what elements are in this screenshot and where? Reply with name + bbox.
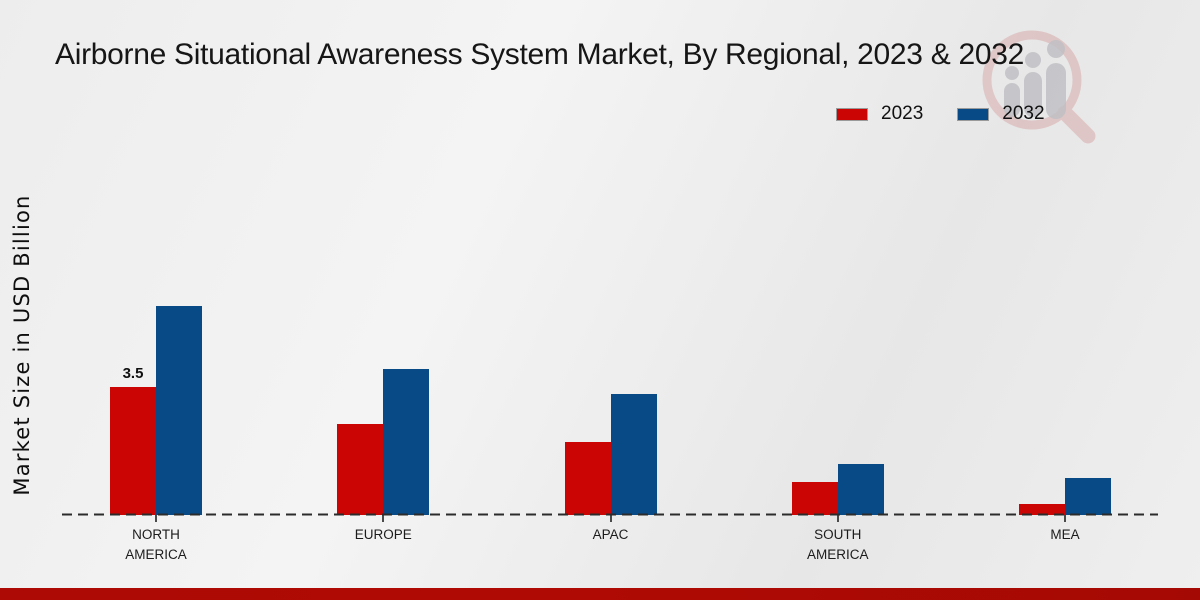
bar-2032-mea [1065, 478, 1111, 515]
category-label-north-america: NORTH AMERICA [125, 527, 187, 562]
category-label-europe: EUROPE [354, 527, 412, 542]
x-axis-tick [1064, 515, 1066, 522]
bar-2032-north-america [156, 306, 202, 515]
legend-swatch-2023 [836, 107, 868, 121]
bar-2023-apac [564, 441, 611, 515]
mrfr-magnifier-logo-watermark [982, 30, 1096, 144]
x-axis-tick [155, 515, 157, 522]
x-axis-baseline [62, 513, 1158, 516]
bar-2023-mea [1019, 504, 1065, 515]
legend-item-2032: 2032 [957, 103, 1045, 125]
y-axis-label: Market Size in USD Billion [10, 194, 34, 496]
bar-2023-north-america [110, 386, 156, 515]
bar-2032-apac [610, 394, 657, 515]
bar-2032-europe [383, 368, 430, 515]
chart-title: Airborne Situational Awareness System Ma… [55, 38, 1025, 71]
x-axis-tick [836, 515, 839, 522]
legend-label-2023: 2023 [881, 103, 924, 124]
category-label-apac: APAC [592, 527, 629, 542]
category-label-south-america: SOUTH AMERICA [806, 527, 869, 562]
legend-item-2023: 2023 [836, 103, 923, 125]
category-label-mea: MEA [1050, 527, 1080, 542]
bar-2023-europe [337, 423, 384, 515]
footer-red-band [0, 588, 1200, 600]
x-axis-tick [609, 515, 612, 522]
bar-2032-south-america [837, 463, 884, 515]
data-label-2023-north-america: 3.5 [122, 364, 144, 382]
bar-2023-south-america [791, 482, 838, 515]
x-axis-tick [382, 515, 385, 522]
legend-swatch-2032 [957, 107, 990, 121]
legend: 2023 2032 [836, 103, 1045, 125]
legend-label-2032: 2032 [1002, 103, 1045, 124]
